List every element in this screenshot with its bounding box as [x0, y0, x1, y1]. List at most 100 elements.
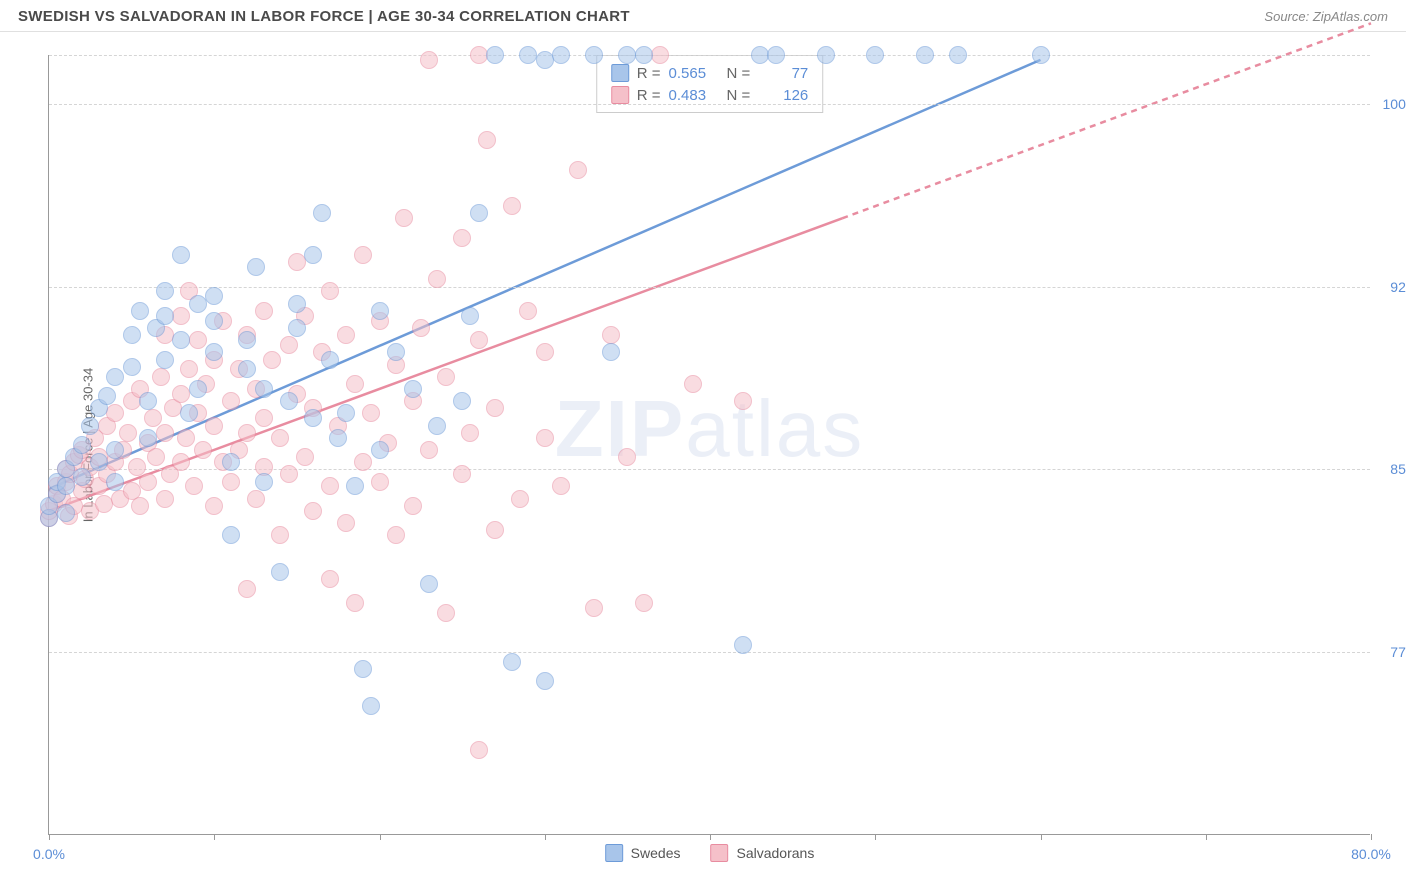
data-point-salvadorans [185, 477, 203, 495]
x-tick [214, 834, 215, 840]
data-point-salvadorans [420, 51, 438, 69]
data-point-salvadorans [119, 424, 137, 442]
data-point-salvadorans [569, 161, 587, 179]
legend-item-salvadorans: Salvadorans [710, 844, 814, 862]
r-label: R = [637, 65, 661, 82]
data-point-swedes [420, 575, 438, 593]
gridline [49, 469, 1370, 470]
data-point-swedes [461, 307, 479, 325]
data-point-swedes [503, 653, 521, 671]
data-point-swedes [205, 312, 223, 330]
data-point-swedes [536, 672, 554, 690]
data-point-swedes [156, 307, 174, 325]
data-point-swedes [949, 46, 967, 64]
data-point-salvadorans [486, 399, 504, 417]
data-point-salvadorans [371, 473, 389, 491]
data-point-swedes [585, 46, 603, 64]
data-point-swedes [751, 46, 769, 64]
r-label: R = [637, 87, 661, 104]
data-point-salvadorans [362, 404, 380, 422]
data-point-salvadorans [412, 319, 430, 337]
data-point-swedes [453, 392, 471, 410]
data-point-salvadorans [684, 375, 702, 393]
data-point-salvadorans [552, 477, 570, 495]
data-point-salvadorans [437, 604, 455, 622]
salvadorans-legend-swatch [710, 844, 728, 862]
x-tick [1206, 834, 1207, 840]
data-point-salvadorans [354, 453, 372, 471]
data-point-swedes [205, 287, 223, 305]
data-point-swedes [280, 392, 298, 410]
data-point-swedes [222, 453, 240, 471]
data-point-swedes [288, 295, 306, 313]
data-point-salvadorans [147, 448, 165, 466]
chart-title: SWEDISH VS SALVADORAN IN LABOR FORCE | A… [18, 8, 630, 25]
data-point-salvadorans [428, 270, 446, 288]
n-label: N = [727, 87, 751, 104]
data-point-salvadorans [189, 331, 207, 349]
data-point-swedes [329, 429, 347, 447]
trend-lines-svg [49, 55, 1370, 834]
data-point-salvadorans [131, 497, 149, 515]
gridline [49, 55, 1370, 56]
gridline [49, 104, 1370, 105]
data-point-swedes [81, 417, 99, 435]
data-point-swedes [304, 409, 322, 427]
x-tick [545, 834, 546, 840]
data-point-swedes [428, 417, 446, 435]
data-point-swedes [73, 468, 91, 486]
data-point-salvadorans [238, 580, 256, 598]
data-point-salvadorans [536, 429, 554, 447]
data-point-salvadorans [172, 453, 190, 471]
data-point-swedes [866, 46, 884, 64]
data-point-salvadorans [255, 302, 273, 320]
data-point-salvadorans [271, 526, 289, 544]
data-point-salvadorans [602, 326, 620, 344]
source-label: Source: [1264, 9, 1309, 24]
data-point-salvadorans [346, 594, 364, 612]
data-point-swedes [371, 441, 389, 459]
data-point-salvadorans [461, 424, 479, 442]
data-point-salvadorans [95, 495, 113, 513]
data-point-salvadorans [503, 197, 521, 215]
data-point-salvadorans [470, 46, 488, 64]
data-point-swedes [304, 246, 322, 264]
data-point-salvadorans [437, 368, 455, 386]
data-point-salvadorans [263, 351, 281, 369]
data-point-salvadorans [354, 246, 372, 264]
data-point-swedes [73, 436, 91, 454]
data-point-swedes [222, 526, 240, 544]
data-point-salvadorans [618, 448, 636, 466]
gridline [49, 287, 1370, 288]
data-point-swedes [337, 404, 355, 422]
data-point-swedes [635, 46, 653, 64]
x-tick [49, 834, 50, 840]
y-tick-label: 100.0% [1383, 96, 1406, 112]
legend-item-swedes: Swedes [605, 844, 681, 862]
x-tick [875, 834, 876, 840]
data-point-swedes [404, 380, 422, 398]
data-point-salvadorans [453, 229, 471, 247]
data-point-salvadorans [255, 409, 273, 427]
data-point-swedes [362, 697, 380, 715]
data-point-salvadorans [205, 417, 223, 435]
salvadorans-r-value: 0.483 [669, 87, 719, 104]
data-point-swedes [354, 660, 372, 678]
data-point-swedes [346, 477, 364, 495]
data-point-swedes [618, 46, 636, 64]
data-point-swedes [189, 295, 207, 313]
n-label: N = [727, 65, 751, 82]
data-point-salvadorans [288, 253, 306, 271]
x-tick [710, 834, 711, 840]
data-point-salvadorans [651, 46, 669, 64]
gridline [49, 652, 1370, 653]
data-point-salvadorans [486, 521, 504, 539]
data-point-swedes [255, 473, 273, 491]
data-point-salvadorans [337, 514, 355, 532]
data-point-salvadorans [395, 209, 413, 227]
data-point-salvadorans [337, 326, 355, 344]
data-point-salvadorans [404, 497, 422, 515]
data-point-swedes [313, 204, 331, 222]
source-name: ZipAtlas.com [1313, 9, 1388, 24]
chart-header: SWEDISH VS SALVADORAN IN LABOR FORCE | A… [0, 0, 1406, 32]
